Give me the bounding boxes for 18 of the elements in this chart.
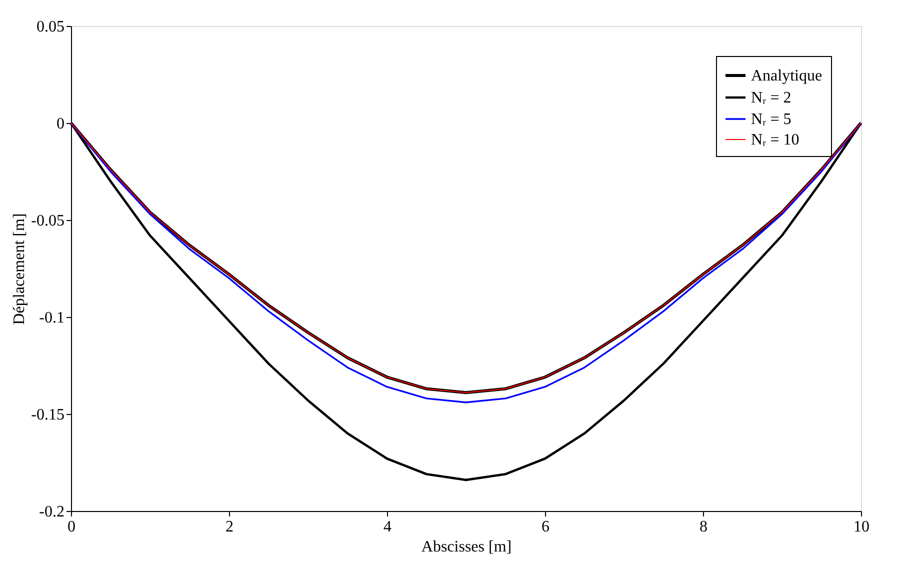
- y-tick-label: 0.05: [36, 18, 64, 36]
- x-tick-label: 4: [384, 518, 392, 536]
- x-tick-label: 0: [68, 518, 76, 536]
- x-tick-label: 10: [854, 518, 870, 536]
- x-tick-label: 6: [542, 518, 550, 536]
- legend-label: Nᵣ = 10: [751, 132, 800, 148]
- legend-label: Nᵣ = 5: [751, 111, 792, 128]
- y-tick-label: -0.05: [31, 212, 64, 230]
- x-tick-label: 8: [700, 518, 708, 536]
- legend-label: Nᵣ = 2: [751, 90, 792, 106]
- x-axis-title: Abscisses [m]: [421, 538, 512, 556]
- y-tick-label: -0.15: [31, 406, 64, 424]
- legend-label: Analytique: [751, 68, 822, 84]
- y-tick-label: 0: [56, 116, 64, 132]
- y-tick-label: -0.2: [39, 504, 64, 520]
- y-axis-title: Déplacement [m]: [11, 213, 28, 325]
- y-tick-label: -0.1: [39, 310, 64, 326]
- x-tick-label: 2: [226, 518, 234, 536]
